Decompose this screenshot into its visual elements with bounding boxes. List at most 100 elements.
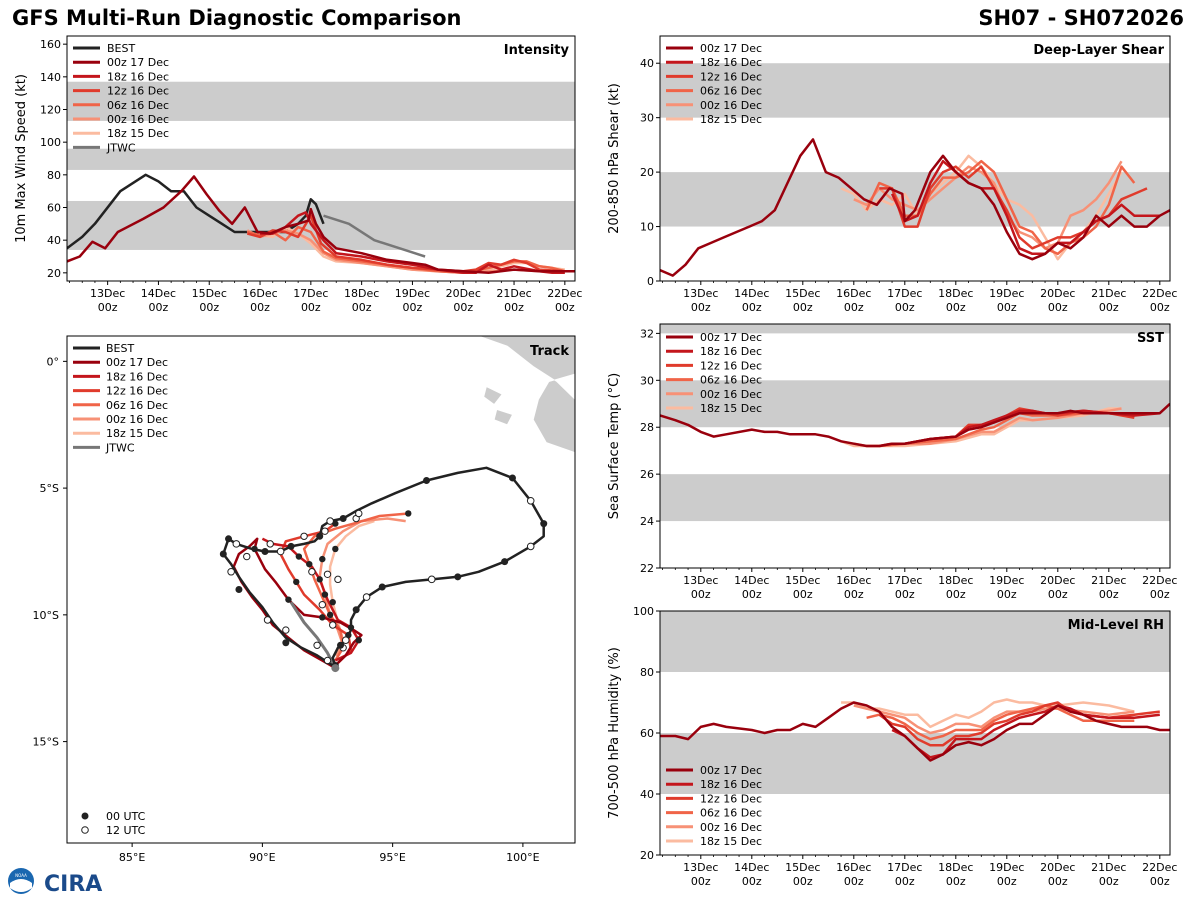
x-tick-label: 00z [1048, 301, 1068, 314]
x-tick-label: 19Dec [989, 287, 1024, 300]
track-marker-00utc [251, 545, 258, 553]
x-tick-label: 19Dec [395, 287, 430, 300]
x-tick-label: 16Dec [836, 574, 871, 587]
x-tick-label: 17Dec [293, 287, 328, 300]
x-tick-label: 16Dec [242, 287, 277, 300]
map-area [219, 336, 575, 673]
x-tick-label: 00z [250, 301, 270, 314]
y-tick-label: 26 [640, 468, 654, 481]
x-tick-label: 20Dec [1040, 574, 1075, 587]
x-tick-label: 00z [149, 301, 169, 314]
y-tick-label: 15°S [33, 736, 59, 749]
track-marker-12utc [282, 626, 290, 634]
track-marker-00utc [319, 555, 326, 563]
best-marker-00utc [337, 641, 345, 649]
y-tick-label: 0° [47, 355, 60, 368]
y-tick-label: 20 [640, 849, 654, 862]
jtwc-init-marker [331, 664, 340, 673]
x-tick-label: 00z [691, 301, 711, 314]
run-track-line [318, 517, 406, 657]
track-marker-12utc [323, 656, 332, 665]
track-marker-00utc [285, 596, 292, 603]
x-tick-label: 22Dec [1142, 574, 1177, 587]
panel-intensity: 2040608010012014016013Dec00z14Dec00z15De… [14, 35, 582, 314]
legend-label: 12z 16 Dec [106, 385, 168, 398]
x-tick-label: 17Dec [887, 287, 922, 300]
panel-title: SST [1137, 331, 1164, 346]
track-marker-00utc [347, 624, 355, 631]
shaded-band-2 [67, 81, 575, 121]
panel-track: 85°E 90°E 95°E 100°E0°5°S10°S15°STrackBEST0… [33, 335, 576, 864]
best-marker-00utc [508, 474, 516, 482]
best-marker-12utc [232, 540, 241, 548]
x-tick-label: 00z [946, 588, 966, 601]
x-tick-label: 90°E [249, 851, 275, 864]
track-marker-12utc [323, 570, 332, 578]
x-tick-label: 19Dec [989, 574, 1024, 587]
best-marker-12utc [362, 593, 371, 601]
best-marker-00utc [540, 520, 548, 528]
best-marker-00utc [378, 583, 386, 591]
x-tick-label: 21Dec [1091, 287, 1126, 300]
best-marker-00utc [235, 586, 243, 593]
cira-logo: NOAA CIRA [8, 868, 102, 896]
shaded-band-0 [660, 733, 1170, 794]
x-tick-label: 00z [895, 875, 915, 888]
x-tick-label: 00z [895, 588, 915, 601]
best-marker-00utc [423, 476, 431, 484]
x-tick-label: 14Dec [141, 287, 176, 300]
run-series-line [841, 698, 1135, 729]
panel-title: Intensity [504, 43, 570, 58]
x-tick-label: 00z [691, 875, 711, 888]
track-marker-12utc [300, 532, 308, 540]
y-tick-label: 22 [640, 562, 654, 575]
storm-id-title: SH07 - SH072026 [978, 6, 1184, 30]
shaded-band-0 [660, 474, 1170, 522]
y-tick-label: 32 [640, 327, 654, 340]
panel-frame [659, 323, 1171, 569]
legend-label: 06z 16 Dec [700, 374, 762, 387]
run-series-line [246, 214, 565, 273]
x-tick-label: 00z [895, 301, 915, 314]
legend-label: 06z 16 Dec [106, 399, 168, 412]
legend-label: 18z 16 Dec [700, 345, 762, 358]
y-tick-label: 28 [640, 421, 654, 434]
y-tick-label: 140 [40, 71, 61, 84]
track-marker-12utc [308, 568, 316, 576]
legend-label: 00z 16 Dec [700, 99, 762, 112]
panel-frame [66, 335, 576, 844]
x-tick-label: 00z [793, 875, 813, 888]
x-tick-label: 00z [997, 588, 1017, 601]
legend-label: 00z 17 Dec [700, 42, 762, 55]
x-tick-label: 16Dec [836, 861, 871, 874]
y-axis-label: 10m Max Wind Speed (kt) [14, 74, 29, 243]
plot-area-sst [660, 402, 1170, 448]
best-marker-00utc [287, 542, 295, 550]
y-axis-label: 700-500 hPa Humidity (%) [607, 647, 622, 819]
run-track-line [328, 519, 375, 654]
x-tick-label: 00z [98, 301, 118, 314]
track-marker-00utc [329, 598, 336, 606]
track-marker-00utc [405, 510, 412, 517]
x-tick-label: 00z [793, 588, 813, 601]
x-tick-label: 20Dec [1040, 287, 1075, 300]
y-tick-label: 5°S [40, 482, 59, 495]
land-shape [483, 386, 503, 405]
best-marker-00utc [261, 547, 269, 555]
y-tick-label: 160 [40, 38, 61, 51]
x-tick-label: 00z [1099, 875, 1119, 888]
x-tick-label: 13Dec [683, 574, 718, 587]
best-marker-00utc [219, 550, 227, 558]
legend-label: 12z 16 Dec [107, 85, 169, 98]
y-tick-label: 40 [640, 57, 654, 70]
x-tick-label: 00z [1048, 875, 1068, 888]
y-tick-label: 60 [640, 727, 654, 740]
track-marker-12utc [355, 509, 363, 518]
x-tick-label: 00z [997, 301, 1017, 314]
x-tick-label: 13Dec [683, 287, 718, 300]
land-shape [493, 408, 514, 426]
best-marker-00utc [454, 573, 462, 581]
track-marker-00utc [306, 560, 313, 568]
figure-title: GFS Multi-Run Diagnostic Comparison [12, 6, 462, 30]
